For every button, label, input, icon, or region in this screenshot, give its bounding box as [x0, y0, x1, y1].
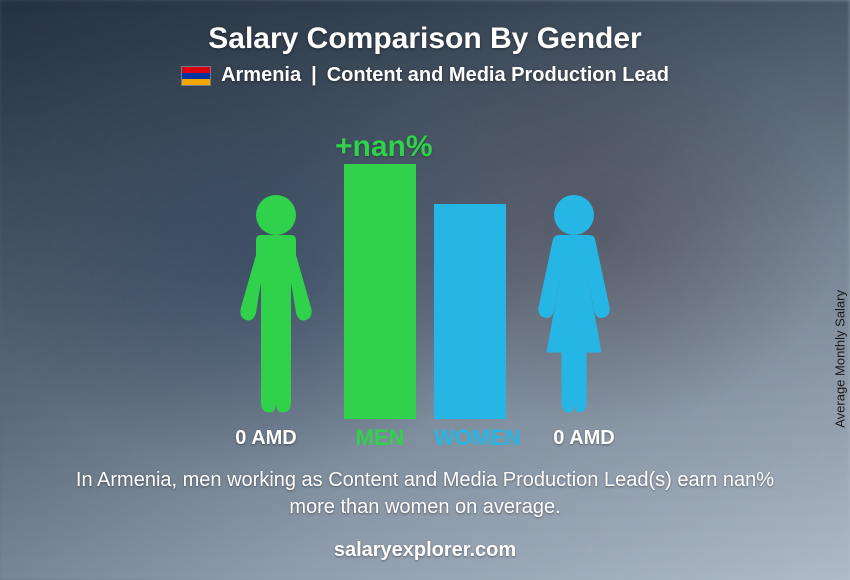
chart-area: +nan%	[40, 95, 810, 419]
description-text: In Armenia, men working as Content and M…	[65, 467, 785, 521]
men-amount: 0 AMD	[206, 427, 326, 450]
infographic-container: Salary Comparison By Gender Armenia | Co…	[0, 0, 850, 580]
subtitle-country: Armenia	[221, 64, 301, 87]
female-silhouette	[524, 191, 624, 419]
men-label: MEN	[344, 425, 416, 451]
labels-row: 0 AMD MEN WOMEN 0 AMD	[40, 425, 810, 451]
women-bar	[434, 204, 506, 419]
male-silhouette	[226, 191, 326, 419]
footer-source: salaryexplorer.com	[334, 539, 516, 562]
women-label: WOMEN	[434, 425, 506, 451]
percent-difference-label: +nan%	[335, 130, 433, 164]
y-axis-label: Average Monthly Salary	[833, 290, 848, 428]
male-figure-icon	[226, 191, 326, 419]
female-figure-icon	[524, 191, 624, 419]
subtitle-role: Content and Media Production Lead	[327, 64, 669, 87]
women-amount: 0 AMD	[524, 427, 644, 450]
subtitle-separator: |	[311, 64, 317, 87]
armenia-flag-icon	[181, 66, 211, 86]
men-bar	[344, 164, 416, 419]
page-title: Salary Comparison By Gender	[208, 22, 641, 56]
subtitle-row: Armenia | Content and Media Production L…	[181, 64, 669, 87]
